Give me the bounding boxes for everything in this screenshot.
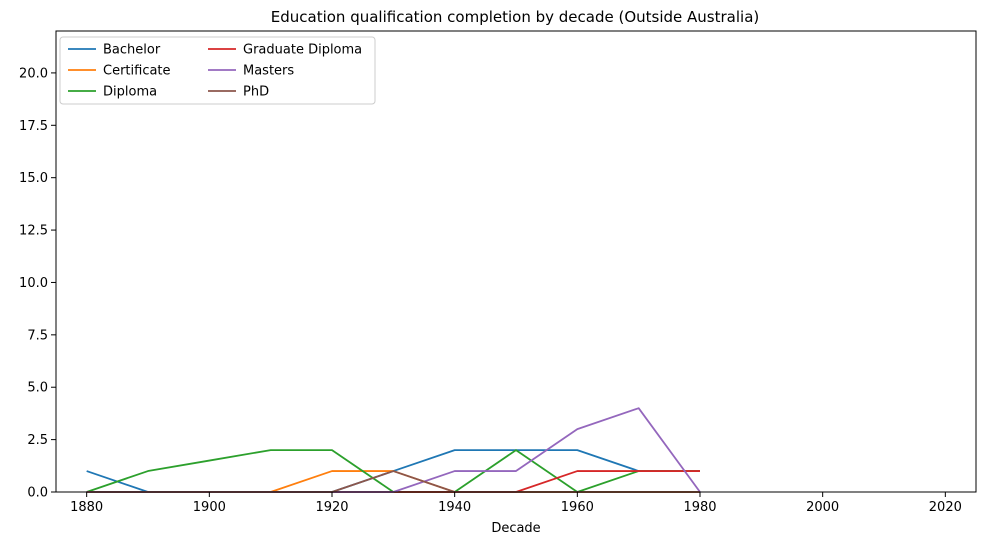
- x-tick-label: 2000: [806, 500, 839, 515]
- y-tick-label: 10.0: [19, 276, 48, 291]
- legend-label-diploma: Diploma: [103, 85, 157, 100]
- legend-label-bachelor: Bachelor: [103, 43, 161, 58]
- legend-label-certificate: Certificate: [103, 64, 171, 79]
- y-tick-label: 2.5: [27, 433, 48, 448]
- x-tick-label: 1980: [683, 500, 716, 515]
- legend-label-graduate-diploma: Graduate Diploma: [243, 43, 362, 58]
- chart-title: Education qualification completion by de…: [271, 8, 759, 26]
- y-tick-label: 20.0: [19, 66, 48, 81]
- y-axis-ticks: 0.0 2.5 5.0 7.5 10.0 12.5 15.0 17.5 20.0: [19, 66, 56, 501]
- x-tick-label: 1920: [315, 500, 348, 515]
- legend: Bachelor Certificate Diploma Graduate Diplo…: [59, 36, 376, 105]
- x-axis-label: Decade: [491, 521, 540, 536]
- plot-frame: [55, 30, 977, 493]
- x-axis-ticks: 1880 1900 1920 1940 1960 1980 2000 2020: [70, 492, 962, 515]
- legend-label-phd: PhD: [243, 85, 269, 100]
- x-tick-label: 1900: [193, 500, 226, 515]
- y-tick-label: 5.0: [27, 381, 48, 396]
- x-tick-label: 2020: [929, 500, 962, 515]
- legend-label-masters: Masters: [243, 64, 294, 79]
- x-tick-label: 1960: [561, 500, 594, 515]
- x-tick-label: 1880: [70, 500, 103, 515]
- plot-area: [56, 31, 976, 492]
- y-tick-label: 15.0: [19, 171, 48, 186]
- y-tick-label: 0.0: [27, 486, 48, 501]
- y-tick-label: 17.5: [19, 119, 48, 134]
- y-tick-label: 7.5: [27, 328, 48, 343]
- x-tick-label: 1940: [438, 500, 471, 515]
- y-tick-label: 12.5: [19, 224, 48, 239]
